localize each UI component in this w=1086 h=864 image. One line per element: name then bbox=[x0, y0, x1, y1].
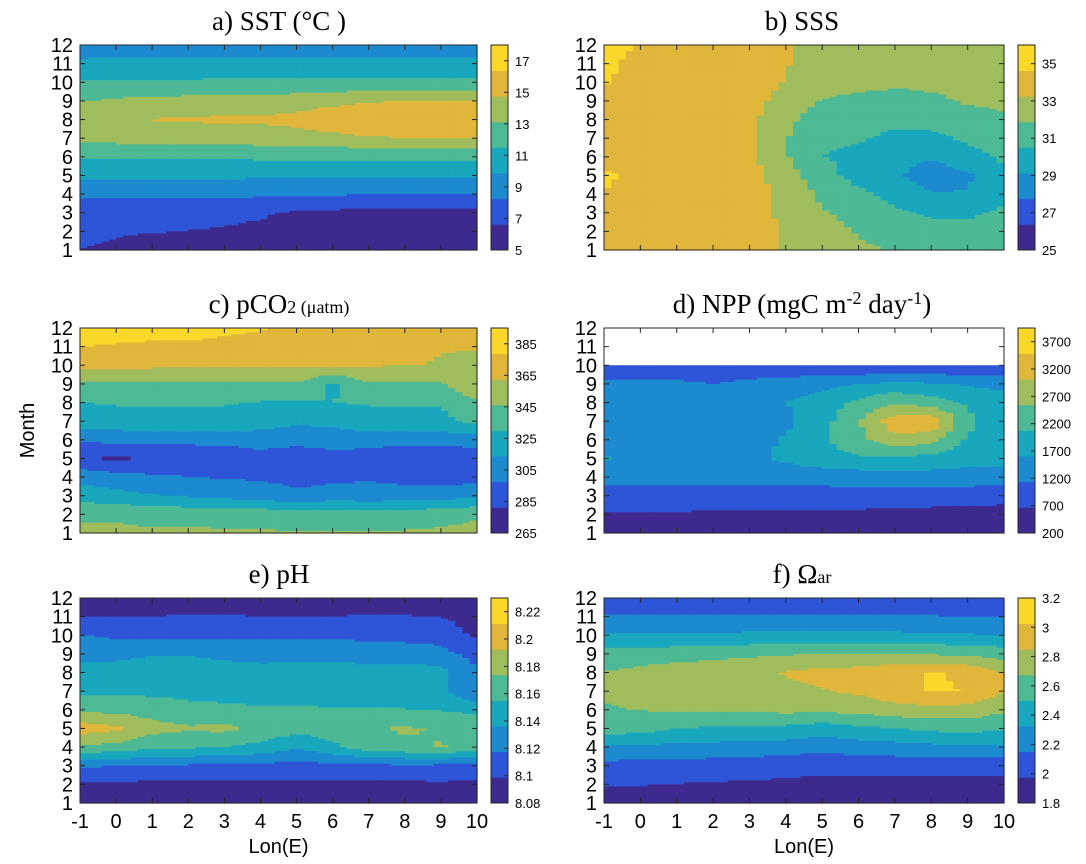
heatmap-field bbox=[80, 45, 478, 251]
panel-title: a) SST (°C ) bbox=[212, 6, 346, 36]
